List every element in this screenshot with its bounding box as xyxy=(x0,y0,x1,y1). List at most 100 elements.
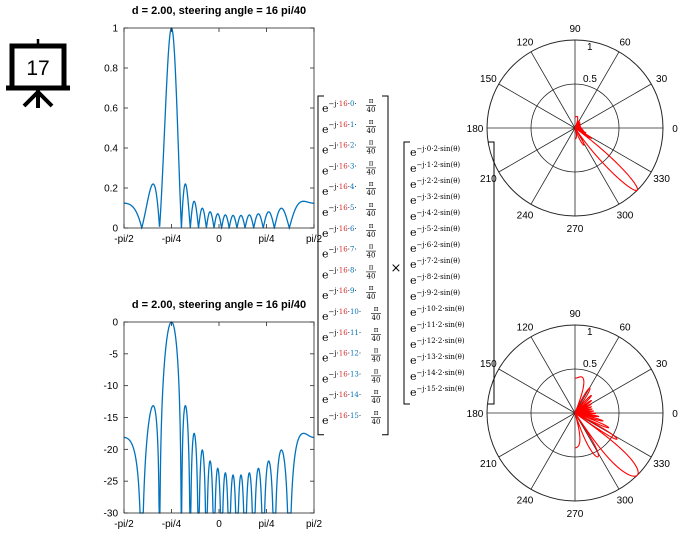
polar-angle-label: 330 xyxy=(653,459,670,470)
y-tick-label: 0.2 xyxy=(104,184,118,195)
fraction-bottom: 40 xyxy=(367,272,376,280)
polar-spoke xyxy=(498,412,576,458)
fraction-bottom: 40 xyxy=(367,127,376,135)
fraction-bottom: 40 xyxy=(367,168,376,176)
right-bracket xyxy=(382,95,389,436)
left-bracket xyxy=(403,141,410,405)
polar-angle-label: 300 xyxy=(617,496,634,507)
phase-entry: e−j·0·2·sin(θ) xyxy=(410,145,460,159)
polar-angle-label: 150 xyxy=(480,74,497,85)
polar-series xyxy=(574,376,639,477)
polar-spoke xyxy=(530,336,576,414)
steer-entry: e−j·16·8· xyxy=(322,266,357,281)
polar-angle-label: 60 xyxy=(619,322,631,333)
polar-radial-label: 0.5 xyxy=(583,74,597,85)
polar-spoke xyxy=(574,51,620,129)
phase-entry: e−j·15·2·sin(θ) xyxy=(410,385,465,399)
x-tick-label: -pi/2 xyxy=(114,234,134,245)
fraction-bottom: 40 xyxy=(367,293,376,301)
fraction-bottom: 40 xyxy=(367,106,376,114)
steer-entry: e−j·16·2· xyxy=(322,142,357,157)
polar-spoke xyxy=(530,51,576,129)
steer-entry: e−j·16·13· xyxy=(322,370,361,385)
fraction-bottom: 40 xyxy=(372,314,381,322)
fraction-bottom: 40 xyxy=(372,397,381,405)
polar-spoke xyxy=(498,368,576,414)
phase-entry: e−j·9·2·sin(θ) xyxy=(410,289,460,303)
fraction-bottom: 40 xyxy=(372,356,381,364)
polar-spoke xyxy=(530,412,576,490)
x-tick-label: 0 xyxy=(216,519,222,530)
x-tick-label: pi/4 xyxy=(258,234,275,245)
y-tick-label: -5 xyxy=(109,349,118,360)
fraction-top: π xyxy=(369,243,374,251)
steer-entry: e−j·16·7· xyxy=(322,246,357,261)
series-line xyxy=(124,321,314,514)
y-tick-label: -15 xyxy=(104,413,119,424)
polar-angle-label: 180 xyxy=(467,124,484,135)
y-tick-label: -10 xyxy=(104,381,119,392)
steer-entry: e−j·16·12· xyxy=(322,350,361,365)
polar-chart-2: 0 30 60 90 120 150 180 210 240 270 300 330 0.5 1 xyxy=(467,309,679,520)
x-tick-label: -pi/4 xyxy=(162,234,182,245)
fraction-top: π xyxy=(369,139,374,147)
line-chart-1: d = 2.00, steering angle = 16 pi/40 -pi/2… xyxy=(104,5,322,245)
polar-angle-label: 240 xyxy=(517,496,534,507)
polar-angle-label: 330 xyxy=(653,174,670,185)
steer-entry: e−j·16·9· xyxy=(322,287,357,302)
left-bracket xyxy=(317,95,324,436)
steer-entry: e−j·16·4· xyxy=(322,183,357,198)
polar-angle-label: 90 xyxy=(569,24,581,35)
phase-entry: e−j·5·2·sin(θ) xyxy=(410,225,460,239)
x-tick-label: -pi/2 xyxy=(114,519,134,530)
fraction-top: π xyxy=(374,409,379,417)
polar-angle-label: 210 xyxy=(480,459,497,470)
fraction-top: π xyxy=(374,388,379,396)
polar-spoke xyxy=(498,127,576,173)
polar-angle-label: 120 xyxy=(517,37,534,48)
polar-radial-label: 0.5 xyxy=(583,359,597,370)
polar-angle-label: 0 xyxy=(672,124,678,135)
steer-entry: e−j·16·5· xyxy=(322,204,357,219)
phase-entry: e−j·8·2·sin(θ) xyxy=(410,273,460,287)
polar-series xyxy=(574,115,639,192)
fraction-top: π xyxy=(369,284,374,292)
phase-entry: e−j·11·2·sin(θ) xyxy=(410,321,465,335)
fraction-bottom: 40 xyxy=(367,148,376,156)
times-symbol: × xyxy=(391,261,402,276)
fraction-bottom: 40 xyxy=(367,210,376,218)
fraction-bottom: 40 xyxy=(372,335,381,343)
fraction-top: π xyxy=(369,263,374,271)
steer-entry: e−j·16·0· xyxy=(322,100,357,115)
fraction-top: π xyxy=(374,367,379,375)
x-tick-label: pi/2 xyxy=(306,519,323,530)
fraction-top: π xyxy=(374,305,379,313)
steer-entry: e−j·16·10· xyxy=(322,308,361,323)
fraction-bottom: 40 xyxy=(372,418,381,426)
polar-angle-label: 270 xyxy=(567,224,584,235)
polar-spoke xyxy=(574,83,652,129)
polar-angle-label: 270 xyxy=(567,509,584,520)
y-tick-label: -20 xyxy=(104,445,119,456)
phase-entry: e−j·10·2·sin(θ) xyxy=(410,305,465,319)
steer-entry: e−j·16·14· xyxy=(322,391,361,406)
polar-radial-label: 1 xyxy=(587,327,593,338)
phase-entry: e−j·1·2·sin(θ) xyxy=(410,161,460,175)
phase-entry: e−j·13·2·sin(θ) xyxy=(410,353,465,367)
fraction-top: π xyxy=(369,180,374,188)
presentation-board-icon: 17 xyxy=(6,39,70,108)
y-tick-label: 0 xyxy=(112,224,118,235)
x-tick-label: 0 xyxy=(216,234,222,245)
fraction-top: π xyxy=(374,347,379,355)
polar-spoke xyxy=(530,127,576,205)
steer-entry: e−j·16·1· xyxy=(322,121,357,136)
polar-angle-label: 300 xyxy=(617,211,634,222)
phase-entry: e−j·7·2·sin(θ) xyxy=(410,257,460,271)
polar-angle-label: 60 xyxy=(619,37,631,48)
y-tick-label: 0.4 xyxy=(104,144,118,155)
polar-angle-label: 210 xyxy=(480,174,497,185)
x-tick-label: pi/2 xyxy=(306,234,323,245)
y-tick-label: 1 xyxy=(112,24,118,35)
